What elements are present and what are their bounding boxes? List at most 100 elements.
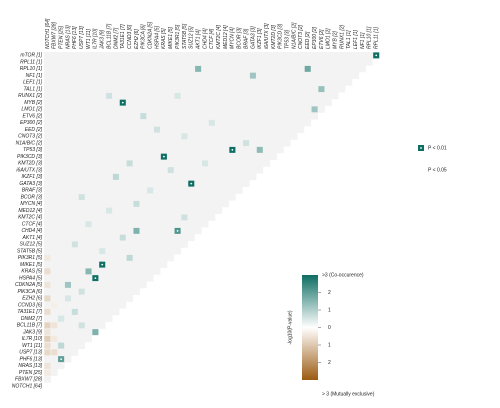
interaction-cell	[311, 106, 318, 113]
interaction-cell	[51, 349, 58, 356]
interaction-cell	[51, 302, 58, 309]
interaction-cell	[140, 113, 147, 120]
column-label: JAK3 [9]	[100, 29, 106, 50]
row-label: EED [2]	[25, 127, 43, 133]
column-label: BCL11B [7]	[106, 23, 112, 49]
colorbar-tick-label: 1	[328, 307, 331, 313]
column-label: MIKE1 [5]	[168, 26, 174, 49]
column-label: i6A/UTX [3]	[264, 23, 270, 49]
column-label: IL7R [10]	[93, 28, 99, 49]
column-label: LMO1 [2]	[326, 28, 332, 49]
interaction-cell	[44, 254, 51, 261]
row-label: JAK3 [9]	[22, 329, 43, 335]
significance-dot	[101, 263, 104, 266]
interaction-cell	[64, 295, 71, 302]
column-label: TP53 [3]	[285, 29, 291, 49]
interaction-cell	[249, 72, 256, 79]
interaction-cell	[58, 342, 65, 349]
significance-dot	[231, 148, 234, 151]
column-label: IKZF1 [3]	[257, 28, 263, 49]
row-label: NOTCH1 [64]	[12, 383, 43, 389]
interaction-cell	[58, 315, 65, 322]
significance-dot	[94, 277, 97, 280]
interaction-cell	[112, 173, 119, 180]
column-label: PIK3CA [6]	[141, 24, 147, 49]
colorbar-tick-label: 2	[328, 290, 331, 296]
column-label: PIK3CD [3]	[278, 23, 284, 49]
colorbar-top-label: >3 (Co-occurence)	[322, 272, 364, 278]
interaction-cell	[208, 119, 215, 126]
column-label: WT1 [11]	[86, 28, 92, 49]
row-label: CCND3 [6]	[18, 302, 43, 308]
interaction-cell	[181, 133, 188, 140]
significance-dot	[162, 155, 165, 158]
row-label: ETV6 [2]	[23, 113, 43, 119]
legend-dot	[420, 147, 422, 149]
column-label: CCND3 [6]	[127, 24, 133, 49]
column-label: LEF1 [1]	[353, 29, 359, 49]
interaction-cell	[44, 342, 51, 349]
row-label: KMT2C [4]	[18, 215, 43, 221]
column-label: BRAF [3]	[243, 28, 249, 49]
column-label: MED12 [4]	[223, 25, 229, 49]
row-label: HSPA4 [5]	[19, 275, 43, 281]
column-label: NOTCH1 [64]	[45, 18, 51, 49]
row-label: MYB [2]	[24, 100, 42, 106]
interaction-cell	[44, 329, 51, 336]
column-label: BCOR [3]	[237, 27, 243, 49]
column-label: HSPA4 [5]	[154, 25, 160, 49]
column-label: MYB [2]	[332, 31, 338, 49]
column-label: ETV6 [2]	[319, 29, 325, 49]
column-label: EED [2]	[305, 31, 311, 49]
row-label: PTEN [25]	[19, 370, 43, 376]
row-label: WT1 [11]	[22, 343, 43, 349]
interaction-cell	[92, 329, 99, 336]
interaction-cell	[106, 92, 113, 99]
significance-dot	[176, 229, 179, 232]
column-label: NF1 [1]	[360, 32, 366, 49]
interaction-cell	[85, 268, 92, 275]
interaction-cell	[71, 308, 78, 315]
interaction-cell	[318, 86, 325, 93]
row-label: LEF1 [1]	[23, 80, 43, 86]
row-label: CNOT3 [2]	[18, 134, 43, 140]
interaction-cell	[167, 167, 174, 174]
row-label: MED12 [4]	[18, 208, 42, 214]
interaction-cell	[195, 65, 202, 72]
interaction-cell	[51, 335, 58, 342]
column-label: RPL11 [1]	[374, 27, 380, 49]
column-label: EP300 [2]	[312, 26, 318, 49]
column-label: NRAS [13]	[65, 25, 71, 49]
row-label: BCOR [3]	[21, 194, 43, 200]
interaction-cell	[201, 160, 208, 167]
column-label: CDKN2A [5]	[148, 21, 154, 49]
interaction-cell	[106, 207, 113, 214]
colorbar-tick-label: 2	[328, 360, 331, 366]
interaction-cell	[44, 335, 51, 342]
row-label: IKZF1 [3]	[21, 174, 42, 180]
column-label: CHD4 [4]	[202, 28, 208, 49]
interaction-cell	[44, 268, 51, 275]
interaction-cell	[44, 322, 51, 329]
row-label: CTCF [4]	[22, 221, 43, 227]
row-label: TP53 [3]	[23, 147, 43, 153]
interaction-cell	[126, 160, 133, 167]
row-label: USP7 [13]	[19, 350, 42, 356]
interaction-cell	[174, 92, 181, 99]
column-label: TAL1 [1]	[346, 30, 352, 49]
row-label: mTOR [1]	[20, 53, 42, 59]
row-label: KMT2D [3]	[18, 161, 43, 167]
column-label: AKT1 [4]	[195, 29, 201, 50]
interaction-cell	[78, 194, 85, 201]
row-label: RPL11 [1]	[20, 59, 42, 65]
row-label: MYCN [4]	[20, 201, 42, 207]
interaction-cell	[44, 369, 51, 376]
legend-label: P < 0.01	[428, 145, 447, 151]
row-label: TA31E1 [7]	[17, 309, 42, 315]
row-label: PHF6 [13]	[19, 356, 42, 362]
column-label: EZH2 [6]	[134, 29, 140, 49]
interaction-cell	[147, 187, 154, 194]
matrix-background	[44, 52, 380, 383]
legend-label: P < 0.05	[428, 167, 447, 173]
row-label: BCL11B [7]	[17, 323, 43, 329]
